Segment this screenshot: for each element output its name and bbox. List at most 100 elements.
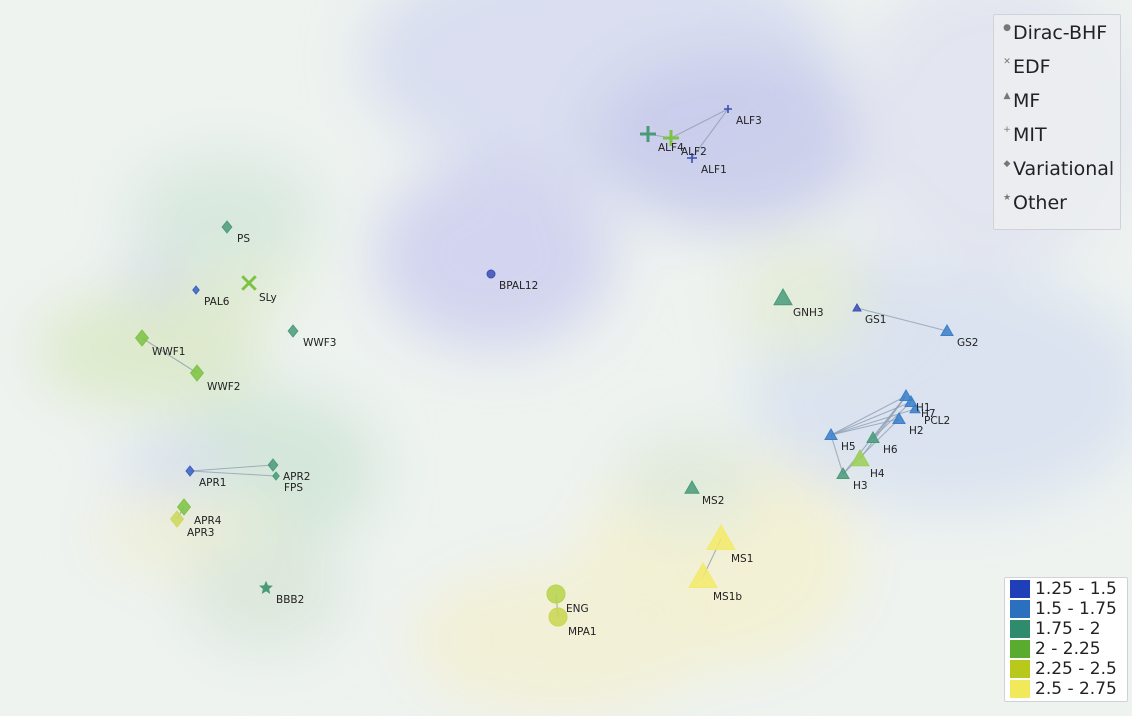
point-label: PAL6 (204, 296, 230, 308)
data-point-fps (272, 471, 280, 481)
point-label: APR1 (199, 477, 227, 489)
link-line (859, 395, 907, 460)
color-legend-label: 1.25 - 1.5 (1035, 579, 1117, 599)
x-marker-icon: ✕ (1003, 57, 1011, 67)
legend-label: EDF (1013, 56, 1051, 78)
density-background (35, 0, 1132, 715)
data-point-apr1 (185, 465, 195, 477)
data-point-eng (546, 584, 566, 604)
point-label: ALF4 (658, 142, 684, 154)
color-swatch (1010, 600, 1030, 618)
point-label: ALF1 (701, 164, 727, 176)
density-region (35, 290, 265, 410)
density-region (730, 240, 870, 360)
color-legend-label: 1.75 - 2 (1035, 619, 1101, 639)
point-label: BBB2 (276, 594, 304, 606)
diamond-marker-icon: ◆ (1003, 159, 1011, 169)
color-swatch (1010, 640, 1030, 658)
data-point-gnh3 (773, 287, 793, 306)
data-point-wwf1 (134, 329, 150, 347)
point-label: H3 (853, 480, 868, 492)
legend-item: ★ Other (1002, 191, 1067, 221)
point-label: GNH3 (793, 307, 824, 319)
point-label: MS1 (731, 553, 753, 565)
star-marker-icon: ★ (1002, 193, 1012, 203)
plus-marker-icon: + (1003, 125, 1011, 135)
link-line (189, 464, 274, 472)
point-label: BPAL12 (499, 280, 538, 292)
link-line (830, 408, 916, 436)
data-point-h7 (904, 394, 918, 407)
link-line (189, 470, 277, 477)
legend-label: Variational (1013, 158, 1115, 180)
data-point-bbb2 (259, 580, 273, 594)
density-region (590, 50, 870, 230)
color-swatch (1010, 680, 1030, 698)
data-point-h1 (899, 388, 913, 401)
link-line (830, 395, 907, 436)
color-legend-item: 2.25 - 2.5 (1010, 660, 1117, 678)
density-region (410, 565, 710, 715)
data-point-apr4 (176, 498, 192, 516)
point-label: H1 (916, 402, 931, 414)
point-label: WWF1 (152, 346, 185, 358)
legend-item: ✕ EDF (1002, 55, 1051, 85)
point-label: MPA1 (568, 626, 597, 638)
data-point-gs2 (940, 323, 954, 336)
data-point-apr2 (267, 458, 279, 472)
point-label: APR3 (187, 527, 215, 539)
legend-item: ● Dirac-BHF (1002, 21, 1107, 51)
color-swatch (1010, 580, 1030, 598)
point-label: H5 (841, 441, 856, 453)
point-label: ALF2 (681, 146, 707, 158)
link-line (691, 108, 729, 159)
point-label: ALF3 (736, 115, 762, 127)
data-point-h2 (892, 411, 906, 424)
data-point-wwf2 (189, 364, 205, 382)
color-legend-label: 2 - 2.25 (1035, 639, 1101, 659)
density-region (620, 430, 760, 530)
data-point-alf3 (724, 105, 732, 113)
point-label: SLy (259, 292, 277, 304)
point-label: PS (237, 233, 250, 245)
point-label: H4 (870, 468, 885, 480)
data-point-pcl2 (909, 402, 921, 414)
link-line (670, 108, 729, 139)
triangle-marker-icon: ▲ (1003, 91, 1011, 101)
point-label: APR4 (194, 515, 222, 527)
link-line (856, 307, 948, 332)
color-swatch (1010, 660, 1030, 678)
color-legend-label: 1.5 - 1.75 (1035, 599, 1117, 619)
data-point-h4 (850, 448, 870, 467)
color-legend-item: 2.5 - 2.75 (1010, 680, 1117, 698)
color-legend-item: 1.5 - 1.75 (1010, 600, 1117, 618)
data-point-gs1 (852, 302, 862, 312)
data-point-ms1 (706, 523, 736, 550)
legend-label: Dirac-BHF (1013, 22, 1108, 44)
marker-legend: ● Dirac-BHF ✕ EDF ▲ MF + MIT ◆ Variational ★ Other (993, 14, 1121, 230)
color-legend-item: 1.75 - 2 (1010, 620, 1101, 638)
circle-marker-icon: ● (1003, 23, 1011, 33)
point-label: H2 (909, 425, 924, 437)
point-label: ENG (566, 603, 589, 615)
data-point-pal6 (192, 285, 200, 295)
legend-label: Other (1013, 192, 1067, 214)
legend-label: MF (1013, 90, 1041, 112)
point-label: GS1 (865, 314, 886, 326)
link-line (141, 337, 198, 374)
point-label: H6 (883, 444, 898, 456)
legend-item: ▲ MF (1002, 89, 1041, 119)
data-point-wwf3 (287, 324, 299, 338)
point-label: H7 (921, 408, 936, 420)
data-point-alf2 (663, 130, 679, 146)
data-points (134, 105, 954, 627)
point-label: PCL2 (924, 415, 950, 427)
data-point-h6 (866, 430, 880, 443)
point-labels: ALF1 ALF2 ALF3 ALF4 PS PAL6 SLy BPAL12 GNH3 GS1 GS… (152, 115, 978, 638)
link-line (830, 434, 844, 475)
data-point-ps (221, 220, 233, 234)
point-label: WWF2 (207, 381, 240, 393)
